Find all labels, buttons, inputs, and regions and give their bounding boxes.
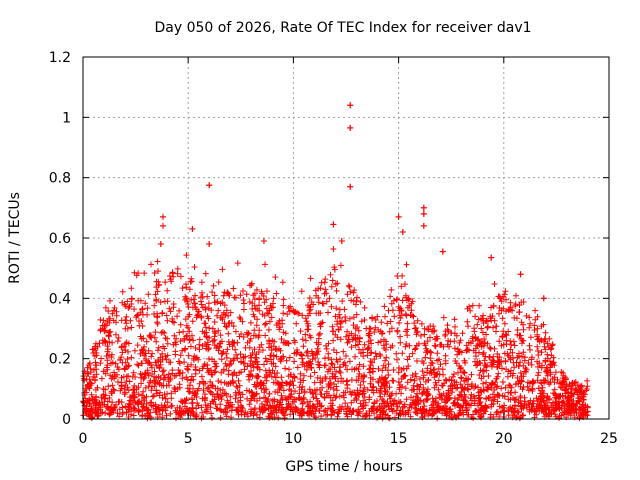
outlier-point bbox=[338, 238, 345, 245]
x-tick-label: 20 bbox=[495, 431, 513, 447]
x-axis-label: GPS time / hours bbox=[285, 459, 402, 475]
outlier-point bbox=[420, 210, 427, 217]
outlier-point bbox=[399, 228, 406, 235]
outlier-point bbox=[347, 124, 354, 131]
outlier-point bbox=[395, 213, 402, 220]
y-tick-label: 0.4 bbox=[49, 291, 71, 307]
outlier-point bbox=[347, 183, 354, 190]
x-tick-label: 5 bbox=[184, 431, 193, 447]
y-tick-labels: 0 0.2 0.4 0.6 0.8 1 1.2 bbox=[49, 50, 71, 428]
x-tick-label: 15 bbox=[390, 431, 408, 447]
outlier-point bbox=[420, 222, 427, 229]
outlier-point bbox=[157, 241, 164, 248]
x-tick-label: 25 bbox=[600, 431, 618, 447]
outlier-point bbox=[189, 225, 196, 232]
y-tick-label: 0.6 bbox=[49, 231, 71, 247]
y-axis-label: ROTI / TECUs bbox=[7, 192, 23, 284]
outlier-point bbox=[347, 102, 354, 109]
outlier-point bbox=[206, 182, 213, 189]
outlier-point bbox=[330, 221, 337, 228]
axis-ticks bbox=[82, 56, 610, 420]
x-tick-label: 10 bbox=[284, 431, 302, 447]
outlier-point bbox=[260, 238, 267, 245]
grid-lines bbox=[83, 57, 609, 419]
outlier-point bbox=[420, 204, 427, 211]
outlier-point bbox=[159, 213, 166, 220]
chart-title: Day 050 of 2026, Rate Of TEC Index for r… bbox=[154, 20, 531, 36]
outlier-point bbox=[159, 222, 166, 229]
outlier-point bbox=[206, 241, 213, 248]
roti-scatter-points bbox=[80, 102, 591, 422]
y-tick-label: 0.2 bbox=[49, 352, 71, 368]
outlier-point bbox=[488, 254, 495, 261]
y-tick-label: 1 bbox=[62, 110, 71, 126]
outlier-point bbox=[439, 248, 446, 255]
y-tick-label: 0 bbox=[62, 412, 71, 428]
y-tick-label: 0.8 bbox=[49, 171, 71, 187]
y-tick-label: 1.2 bbox=[49, 50, 71, 66]
x-tick-label: 0 bbox=[79, 431, 88, 447]
outlier-point bbox=[540, 295, 547, 302]
data-points bbox=[80, 102, 591, 422]
x-tick-labels: 0 5 10 15 20 25 bbox=[79, 431, 618, 447]
outlier-point bbox=[517, 271, 524, 278]
